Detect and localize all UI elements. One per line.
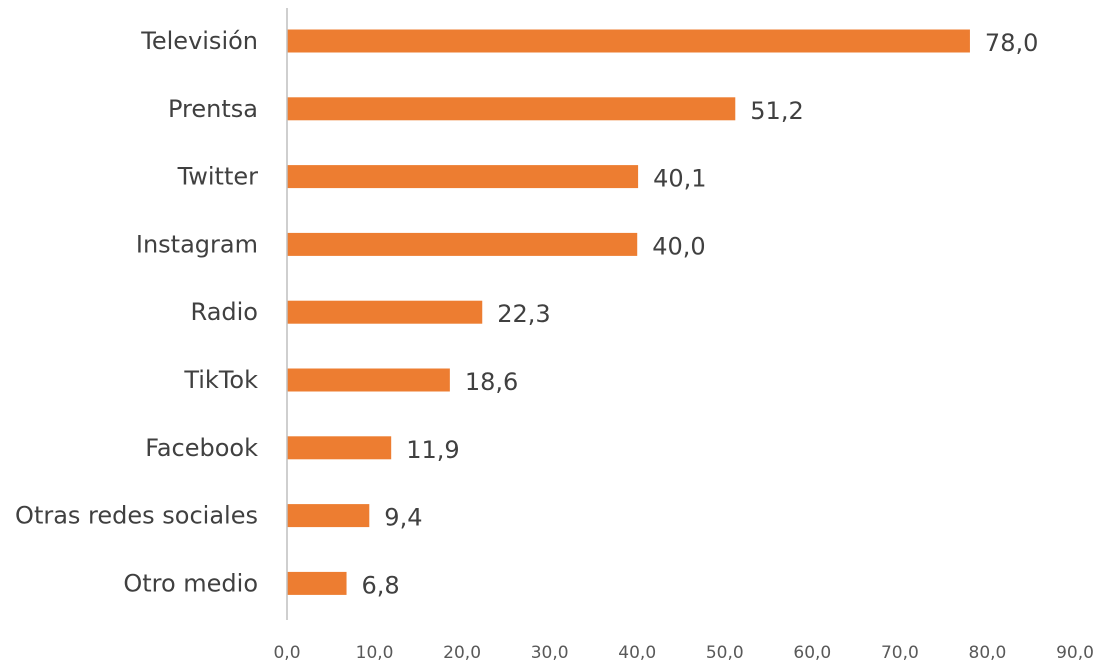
bar bbox=[287, 571, 347, 595]
bars-layer bbox=[287, 29, 970, 595]
data-label: 78,0 bbox=[985, 29, 1038, 57]
x-tick-label: 0,0 bbox=[273, 643, 300, 661]
data-label: 51,2 bbox=[750, 97, 803, 125]
x-tick-label: 70,0 bbox=[881, 643, 919, 661]
bar bbox=[287, 165, 639, 189]
x-tick-label: 60,0 bbox=[793, 643, 831, 661]
bar bbox=[287, 97, 736, 121]
value-labels: 78,0 51,2 40,1 40,0 22,3 18,6 11,9 9,4 6,8 bbox=[362, 29, 1039, 599]
category-label: Twitter bbox=[177, 163, 259, 191]
x-tick-label: 10,0 bbox=[356, 643, 394, 661]
data-label: 11,9 bbox=[406, 436, 459, 464]
data-label: 18,6 bbox=[465, 368, 518, 396]
category-label: Instagram bbox=[136, 230, 258, 258]
x-tick-label: 90,0 bbox=[1056, 643, 1094, 661]
category-label: Radio bbox=[191, 298, 258, 326]
x-tick-label: 30,0 bbox=[531, 643, 569, 661]
data-label: 40,0 bbox=[652, 232, 705, 260]
category-label: Prentsa bbox=[168, 95, 258, 123]
category-label: Otras redes sociales bbox=[15, 502, 258, 530]
bar bbox=[287, 300, 483, 324]
data-label: 40,1 bbox=[653, 165, 706, 193]
category-label: Televisión bbox=[140, 27, 258, 55]
x-tick-label: 20,0 bbox=[443, 643, 481, 661]
category-label: TikTok bbox=[183, 366, 258, 394]
x-tick-label: 80,0 bbox=[969, 643, 1007, 661]
bar bbox=[287, 232, 638, 256]
x-tick-label: 40,0 bbox=[618, 643, 656, 661]
category-label: Otro medio bbox=[123, 569, 258, 597]
category-labels: Televisión Prentsa Twitter Instagram Radio Ti… bbox=[15, 27, 258, 597]
bar bbox=[287, 504, 370, 528]
x-axis-tick-labels: 0,0 10,0 20,0 30,0 40,0 50,0 60,0 70,0 80,0 90,0 bbox=[273, 643, 1093, 661]
bar bbox=[287, 436, 392, 460]
bar bbox=[287, 29, 970, 53]
data-label: 6,8 bbox=[362, 571, 400, 599]
bar bbox=[287, 368, 450, 392]
data-label: 22,3 bbox=[497, 300, 550, 328]
category-label: Facebook bbox=[145, 434, 258, 462]
x-tick-label: 50,0 bbox=[706, 643, 744, 661]
data-label: 9,4 bbox=[384, 504, 422, 532]
